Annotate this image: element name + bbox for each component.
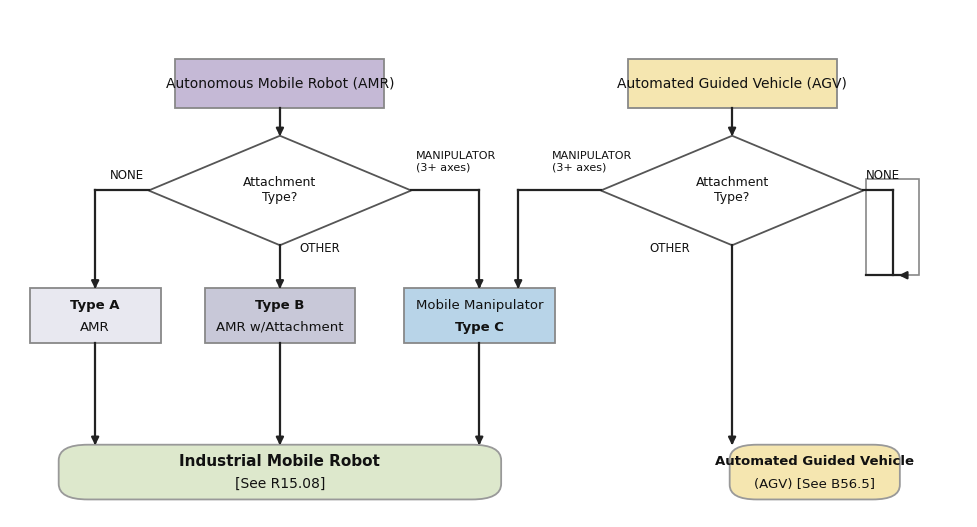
Text: Autonomous Mobile Robot (AMR): Autonomous Mobile Robot (AMR) — [165, 76, 394, 91]
FancyBboxPatch shape — [627, 59, 835, 109]
Text: AMR: AMR — [80, 320, 109, 334]
Text: Mobile Manipulator: Mobile Manipulator — [415, 299, 542, 311]
Text: MANIPULATOR
(3+ axes): MANIPULATOR (3+ axes) — [415, 151, 495, 173]
Text: OTHER: OTHER — [299, 242, 340, 256]
Text: Attachment
Type?: Attachment Type? — [695, 177, 768, 204]
FancyBboxPatch shape — [204, 288, 355, 343]
Text: Industrial Mobile Robot: Industrial Mobile Robot — [180, 454, 380, 469]
Text: Automated Guided Vehicle: Automated Guided Vehicle — [714, 455, 913, 468]
FancyBboxPatch shape — [29, 288, 160, 343]
FancyBboxPatch shape — [865, 179, 918, 275]
FancyBboxPatch shape — [175, 59, 384, 109]
Polygon shape — [600, 136, 863, 245]
Text: NONE: NONE — [866, 169, 900, 182]
Text: OTHER: OTHER — [649, 242, 690, 256]
Text: AMR w/Attachment: AMR w/Attachment — [216, 320, 343, 334]
Polygon shape — [149, 136, 410, 245]
Text: Attachment
Type?: Attachment Type? — [243, 177, 317, 204]
Text: Type B: Type B — [255, 299, 304, 311]
Text: Automated Guided Vehicle (AGV): Automated Guided Vehicle (AGV) — [616, 76, 846, 91]
FancyBboxPatch shape — [404, 288, 554, 343]
Text: [See R15.08]: [See R15.08] — [234, 477, 324, 491]
Text: (AGV) [See B56.5]: (AGV) [See B56.5] — [753, 477, 874, 491]
Text: Type A: Type A — [70, 299, 120, 311]
FancyBboxPatch shape — [729, 445, 899, 500]
FancyBboxPatch shape — [59, 445, 500, 500]
Text: NONE: NONE — [109, 169, 144, 182]
Text: MANIPULATOR
(3+ axes): MANIPULATOR (3+ axes) — [552, 151, 632, 173]
Text: Type C: Type C — [454, 320, 503, 334]
